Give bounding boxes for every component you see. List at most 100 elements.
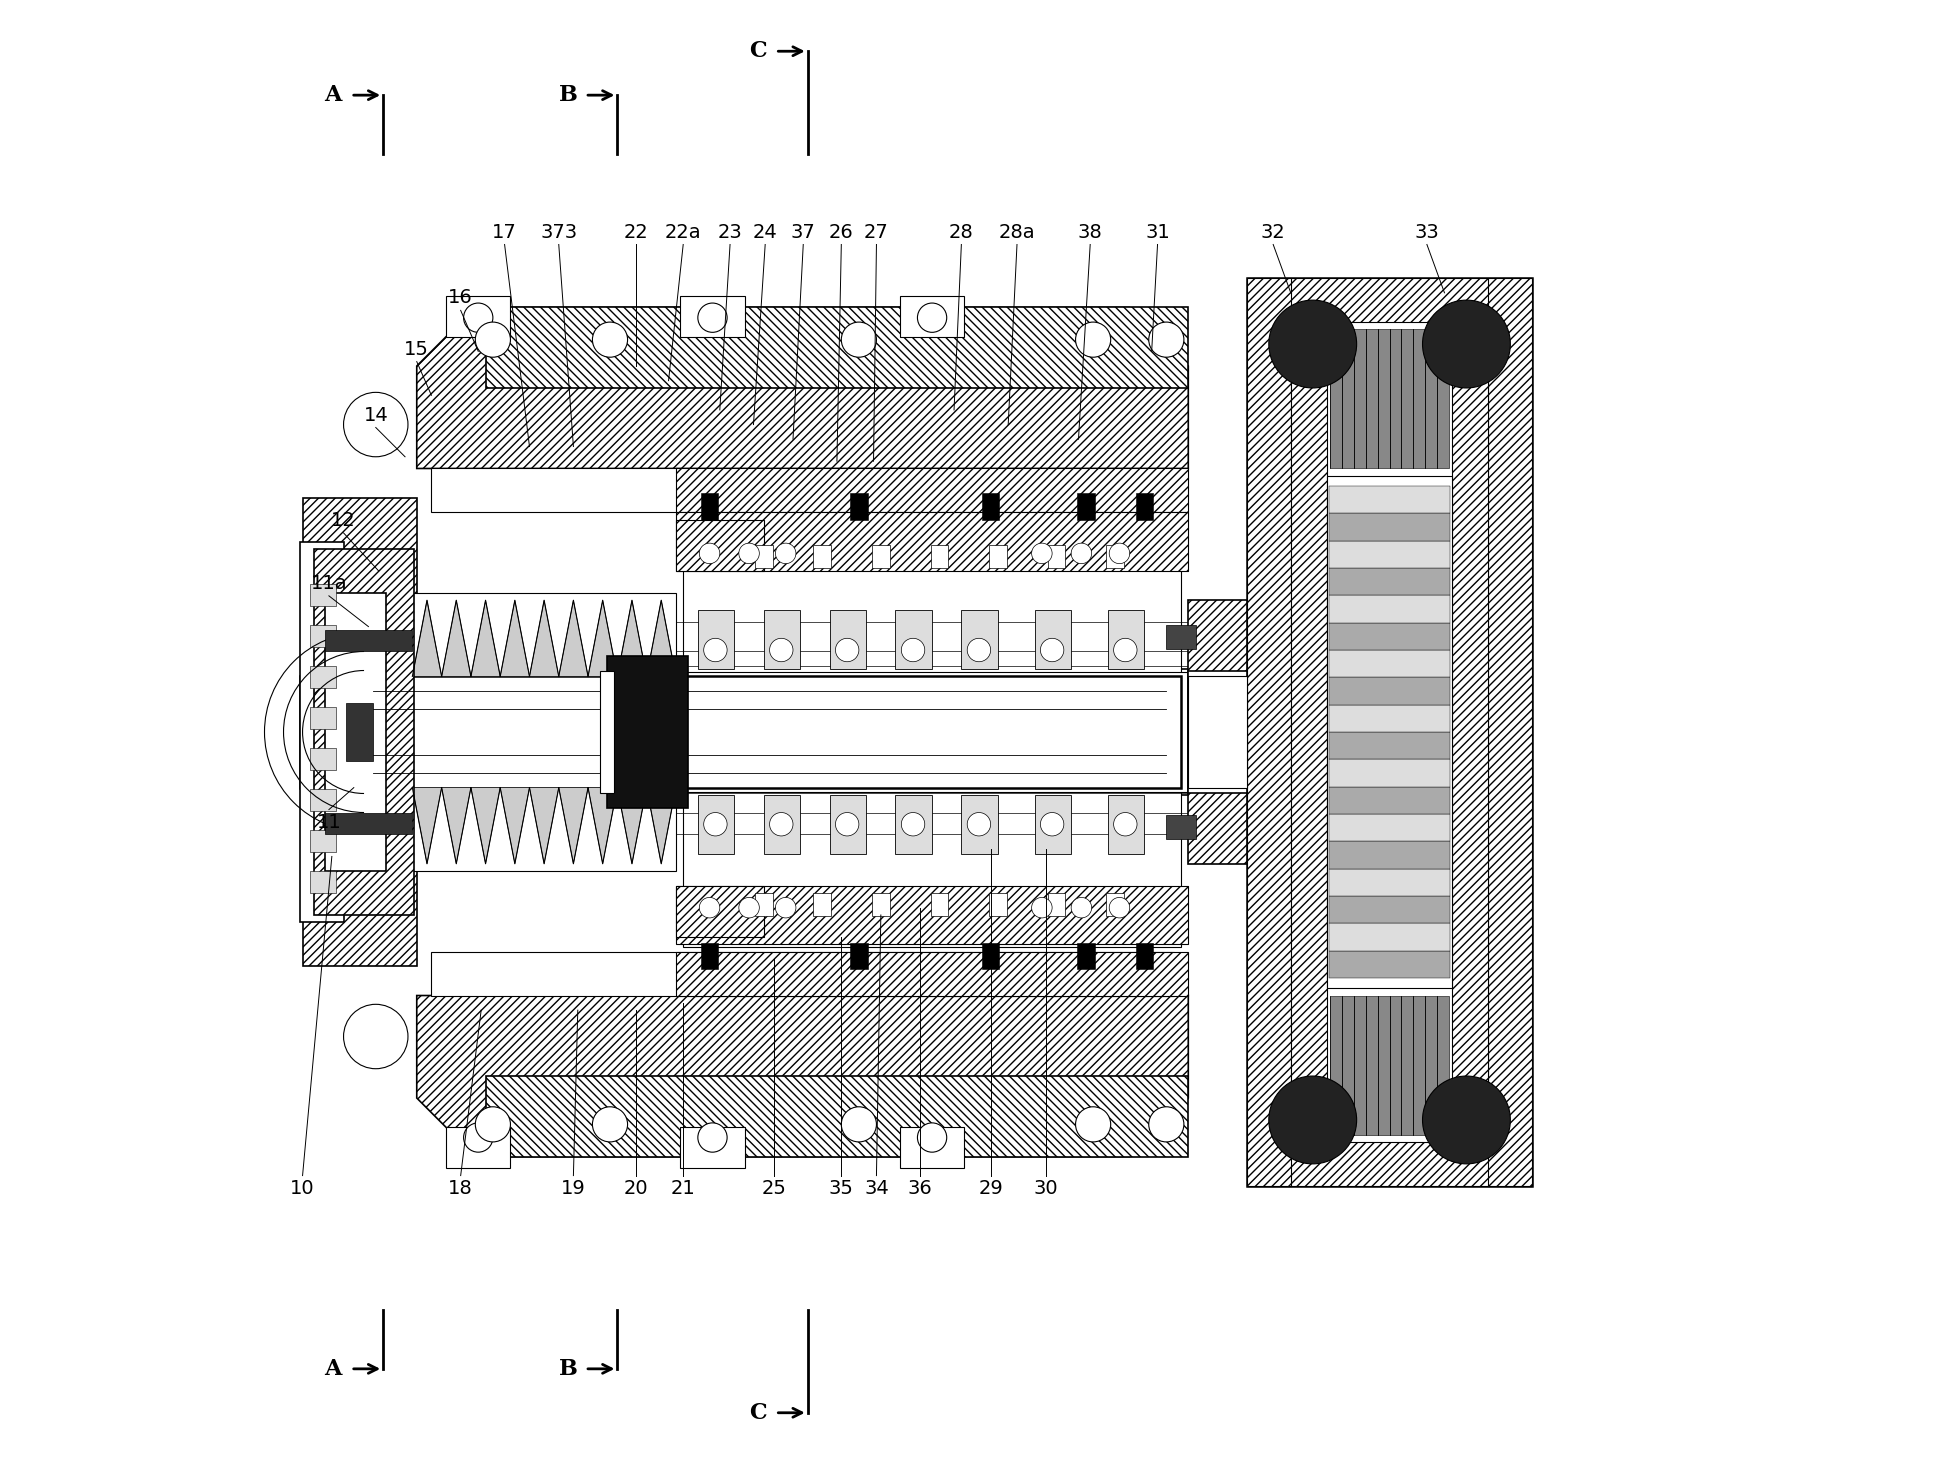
- Bar: [1329, 678, 1450, 704]
- Bar: [1109, 795, 1144, 854]
- Bar: [1329, 950, 1450, 978]
- Circle shape: [1113, 813, 1136, 836]
- Circle shape: [1423, 1076, 1511, 1164]
- Bar: [701, 943, 718, 969]
- Bar: [1413, 996, 1425, 1135]
- Circle shape: [835, 638, 859, 662]
- Bar: [1329, 568, 1450, 596]
- Bar: [683, 523, 1181, 673]
- Bar: [1048, 545, 1066, 568]
- Text: 35: 35: [830, 1179, 853, 1198]
- Circle shape: [1072, 897, 1091, 918]
- Bar: [412, 788, 675, 871]
- Circle shape: [902, 813, 925, 836]
- Circle shape: [917, 1123, 947, 1152]
- Bar: [1181, 698, 1247, 766]
- Bar: [990, 893, 1007, 916]
- Polygon shape: [418, 996, 1189, 1157]
- Bar: [755, 545, 773, 568]
- Bar: [1107, 893, 1124, 916]
- Bar: [982, 943, 999, 969]
- Bar: [814, 545, 832, 568]
- Bar: [310, 666, 336, 688]
- Bar: [900, 296, 964, 337]
- Text: A: A: [324, 1357, 342, 1381]
- Polygon shape: [529, 600, 558, 676]
- Bar: [1329, 650, 1450, 678]
- Bar: [896, 795, 933, 854]
- Circle shape: [1040, 638, 1064, 662]
- Circle shape: [1072, 543, 1091, 564]
- Bar: [607, 656, 687, 808]
- Bar: [1390, 996, 1402, 1135]
- Bar: [675, 468, 1189, 512]
- Text: B: B: [558, 83, 578, 107]
- Bar: [675, 512, 1189, 571]
- Circle shape: [1040, 813, 1064, 836]
- Text: 30: 30: [1035, 1179, 1058, 1198]
- Bar: [486, 1076, 1189, 1157]
- Polygon shape: [441, 788, 470, 864]
- Polygon shape: [470, 788, 500, 864]
- Bar: [1413, 329, 1425, 468]
- Bar: [1247, 278, 1532, 1186]
- Polygon shape: [500, 788, 529, 864]
- Bar: [347, 703, 373, 761]
- Bar: [814, 893, 832, 916]
- Bar: [1425, 329, 1437, 468]
- Circle shape: [476, 1107, 511, 1142]
- Polygon shape: [412, 600, 441, 676]
- Bar: [1107, 545, 1124, 568]
- Bar: [310, 871, 336, 893]
- Bar: [486, 307, 1189, 388]
- Text: 22a: 22a: [666, 223, 701, 242]
- Text: 23: 23: [718, 223, 742, 242]
- Bar: [1247, 278, 1290, 1186]
- Text: 37: 37: [791, 223, 816, 242]
- Bar: [1290, 322, 1327, 1142]
- Polygon shape: [558, 788, 588, 864]
- Bar: [310, 584, 336, 606]
- Bar: [982, 493, 999, 520]
- Bar: [1329, 596, 1450, 622]
- Polygon shape: [441, 600, 470, 676]
- Bar: [962, 610, 997, 669]
- Bar: [1109, 610, 1144, 669]
- Polygon shape: [470, 600, 500, 676]
- Bar: [1329, 732, 1450, 760]
- Polygon shape: [617, 788, 646, 864]
- Bar: [679, 1127, 744, 1168]
- Bar: [1048, 893, 1066, 916]
- Polygon shape: [529, 788, 558, 864]
- Bar: [873, 545, 890, 568]
- Bar: [1189, 600, 1247, 864]
- Bar: [310, 830, 336, 852]
- Circle shape: [1109, 543, 1130, 564]
- Bar: [679, 296, 744, 337]
- Bar: [896, 610, 933, 669]
- Bar: [931, 545, 949, 568]
- Text: 27: 27: [865, 223, 888, 242]
- Bar: [1487, 278, 1532, 1186]
- Bar: [1181, 669, 1247, 795]
- Bar: [1035, 610, 1072, 669]
- Circle shape: [1150, 322, 1185, 357]
- Circle shape: [835, 813, 859, 836]
- Bar: [324, 813, 412, 834]
- Bar: [701, 493, 718, 520]
- Circle shape: [705, 638, 726, 662]
- Bar: [431, 468, 1173, 512]
- Bar: [310, 748, 336, 770]
- Bar: [1167, 815, 1197, 839]
- Bar: [1329, 514, 1450, 540]
- Bar: [1329, 814, 1450, 842]
- Circle shape: [841, 1107, 876, 1142]
- Circle shape: [1033, 897, 1052, 918]
- Text: 24: 24: [753, 223, 777, 242]
- Bar: [675, 672, 1189, 792]
- Circle shape: [705, 813, 726, 836]
- Bar: [447, 296, 511, 337]
- Text: 14: 14: [363, 406, 388, 425]
- Bar: [1355, 996, 1366, 1135]
- Circle shape: [699, 897, 720, 918]
